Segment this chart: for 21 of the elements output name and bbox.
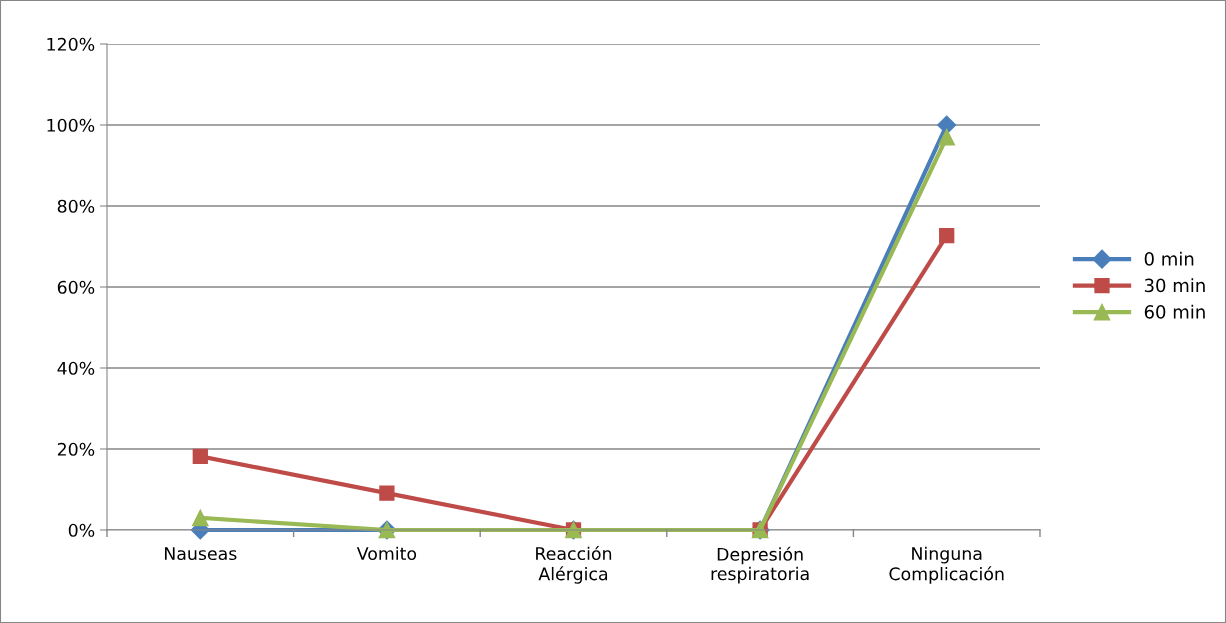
x-tick-label: Nauseas — [164, 547, 237, 561]
x-tick-label: Depresión respiratoria — [711, 546, 809, 584]
x-tick-label: Vomito — [356, 546, 417, 561]
x-tick-label: Reacción Alérgica — [536, 545, 612, 584]
y-tick-label: 80% — [57, 199, 95, 213]
point — [192, 448, 208, 464]
y-tick-label: 60% — [57, 280, 95, 294]
legend-label: 0 min — [1144, 251, 1194, 266]
x-tick-label: Ninguna Complicación — [889, 546, 1004, 584]
legend-label: 60 min — [1144, 304, 1205, 319]
y-tick-label: 120% — [47, 37, 95, 51]
legend-label: 30 min — [1144, 278, 1205, 293]
y-tick-label: 20% — [57, 442, 95, 456]
point — [939, 227, 955, 244]
point — [938, 128, 956, 146]
point — [379, 485, 395, 501]
point — [937, 115, 957, 135]
y-tick-label: 100% — [47, 118, 95, 132]
point — [191, 509, 209, 527]
y-tick-label: 40% — [57, 361, 95, 375]
y-tick-label: 0% — [68, 523, 95, 537]
